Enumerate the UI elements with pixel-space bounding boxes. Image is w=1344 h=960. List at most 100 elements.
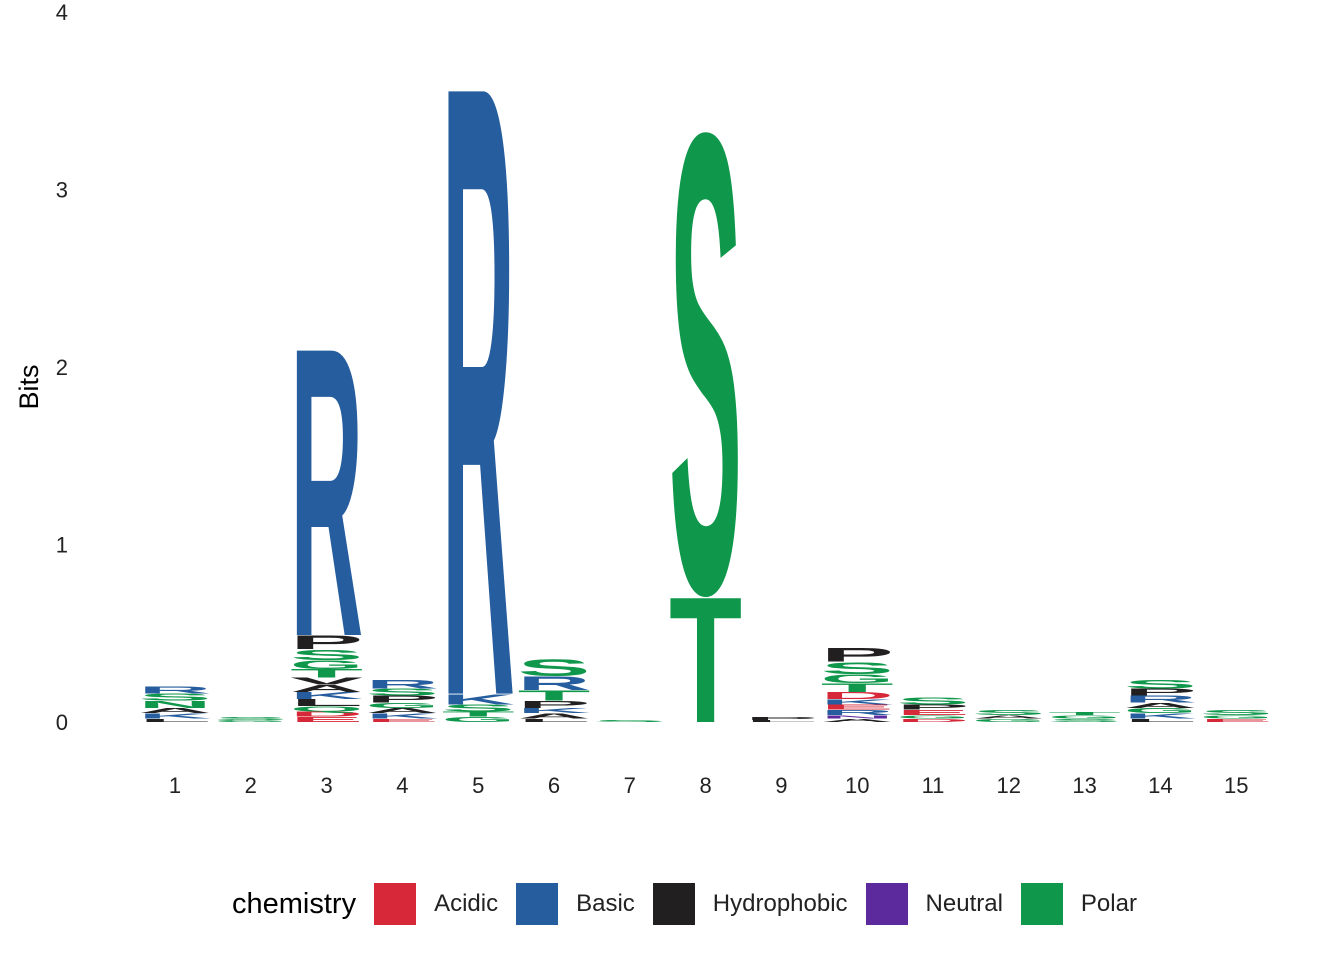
logo-letter: G xyxy=(366,701,439,709)
logo-letter-glyph: S xyxy=(972,708,1045,716)
logo-letter-glyph: T xyxy=(1048,711,1121,716)
logo-letter: A xyxy=(1124,701,1197,709)
logo-letter-glyph: A xyxy=(821,718,894,723)
legend-swatch xyxy=(516,883,559,925)
logo-letter-glyph: N xyxy=(821,714,894,719)
x-tick-label: 9 xyxy=(775,773,787,798)
logo-letter: T xyxy=(518,687,591,703)
logo-letter-glyph: S xyxy=(669,0,742,730)
logo-letter-glyph: Q xyxy=(290,705,363,713)
logo-letter-glyph: S xyxy=(897,695,970,706)
logo-letter: S xyxy=(139,692,212,703)
logo-letter: A xyxy=(972,714,1045,719)
logo-letter: Q xyxy=(290,705,363,713)
logo-letter: E xyxy=(821,703,894,711)
logo-letter: T xyxy=(442,710,515,718)
logo-letter: S xyxy=(1200,708,1273,716)
logo-letter: K xyxy=(518,706,591,714)
logo-letter-glyph: G xyxy=(290,658,363,672)
legend-swatch xyxy=(865,883,908,925)
logo-letter: P xyxy=(518,699,591,710)
logo-letter: R xyxy=(290,262,363,723)
logo-letter-glyph: P xyxy=(1124,687,1197,698)
logo-letter-glyph: G xyxy=(1124,706,1197,714)
logo-letter-glyph: E xyxy=(1200,718,1273,723)
logo-letter-glyph: A xyxy=(290,683,363,694)
logo-letter-glyph: G xyxy=(972,718,1045,723)
logo-letter: E xyxy=(366,718,439,723)
logo-letter-glyph: N xyxy=(139,699,212,710)
legend-label: Basic xyxy=(576,890,635,917)
logo-letter-glyph: G xyxy=(1200,714,1273,719)
logo-letter: E xyxy=(290,715,363,723)
logo-letter-glyph: T xyxy=(821,681,894,695)
logo-letter-glyph: K xyxy=(139,712,212,720)
logo-letter-glyph: K xyxy=(366,712,439,720)
logo-letter: A xyxy=(366,706,439,714)
logo-letter-glyph: L xyxy=(139,718,212,723)
logo-letter-glyph: P xyxy=(290,632,363,654)
logo-letter: E xyxy=(897,708,970,716)
logo-letter: L xyxy=(290,697,363,708)
y-tick-label: 3 xyxy=(56,178,68,203)
x-tick-label: 6 xyxy=(548,773,560,798)
x-tick-label: 11 xyxy=(922,773,945,798)
logo-letter: P xyxy=(366,694,439,705)
logo-letter-glyph: P xyxy=(897,703,970,711)
y-tick-label: 0 xyxy=(56,710,68,735)
logo-letter-glyph: E xyxy=(821,703,894,711)
logo-letter: E xyxy=(1200,718,1273,723)
logo-letter-glyph: T xyxy=(290,667,363,681)
logo-letter: L xyxy=(518,718,591,723)
logo-letter: R xyxy=(366,677,439,691)
logo-letter-glyph: L xyxy=(518,718,591,723)
logo-letter-glyph: A xyxy=(1124,701,1197,709)
x-tick-label: 5 xyxy=(472,773,484,798)
legend-label: Neutral xyxy=(925,890,1003,917)
logo-letter: L xyxy=(745,720,818,723)
logo-letter-glyph: P xyxy=(366,694,439,705)
logo-letter: P xyxy=(821,644,894,666)
logo-letter: S xyxy=(1048,718,1121,723)
x-tick-label: 10 xyxy=(845,773,869,798)
logo-letter-glyph: A xyxy=(366,706,439,714)
logo-letter: S xyxy=(1124,677,1197,691)
logo-letter: G xyxy=(1124,706,1197,714)
logo-letter-glyph: T xyxy=(518,687,591,703)
logo-letter: S xyxy=(290,647,363,663)
logo-letter-glyph: S xyxy=(1200,708,1273,716)
logo-letter: T xyxy=(821,681,894,695)
logo-letter-glyph: A xyxy=(518,712,591,720)
logo-letter: A xyxy=(518,712,591,720)
y-tick-label: 2 xyxy=(56,355,68,380)
logo-letter: K xyxy=(821,698,894,706)
logo-letter: N xyxy=(139,699,212,710)
logo-letter: D xyxy=(821,690,894,701)
logo-letter-glyph: G xyxy=(442,715,515,723)
logo-letter: R xyxy=(442,0,515,870)
logo-letter: K xyxy=(1124,712,1197,720)
logo-letter: T xyxy=(1048,711,1121,716)
logo-letter-glyph: K xyxy=(821,698,894,706)
logo-letter: P xyxy=(290,632,363,654)
logo-letter: A xyxy=(821,718,894,723)
logo-letter-glyph: R xyxy=(1124,694,1197,705)
logo-letter: S xyxy=(593,720,666,723)
x-tick-label: 14 xyxy=(1148,773,1172,798)
logo-letter: A xyxy=(290,683,363,694)
legend-swatch xyxy=(374,883,417,925)
logo-letter-glyph: E xyxy=(366,718,439,723)
y-axis: 0 1 2 3 4 xyxy=(56,0,68,735)
logo-letter-glyph: S xyxy=(139,692,212,703)
legend-items: Acidic Basic Hydrophobic Neutral Polar xyxy=(374,883,1155,925)
logo-letter-glyph: G xyxy=(897,714,970,719)
logo-letter-glyph: K xyxy=(442,691,515,707)
x-tick-label: 8 xyxy=(699,773,711,798)
logo-letter-glyph: S xyxy=(366,687,439,698)
logo-letter-glyph: P xyxy=(745,716,818,721)
logo-letter-glyph: R xyxy=(366,677,439,691)
legend-label: Polar xyxy=(1080,890,1137,917)
y-tick-label: 4 xyxy=(56,0,68,25)
logo-letter-glyph: S xyxy=(290,647,363,663)
